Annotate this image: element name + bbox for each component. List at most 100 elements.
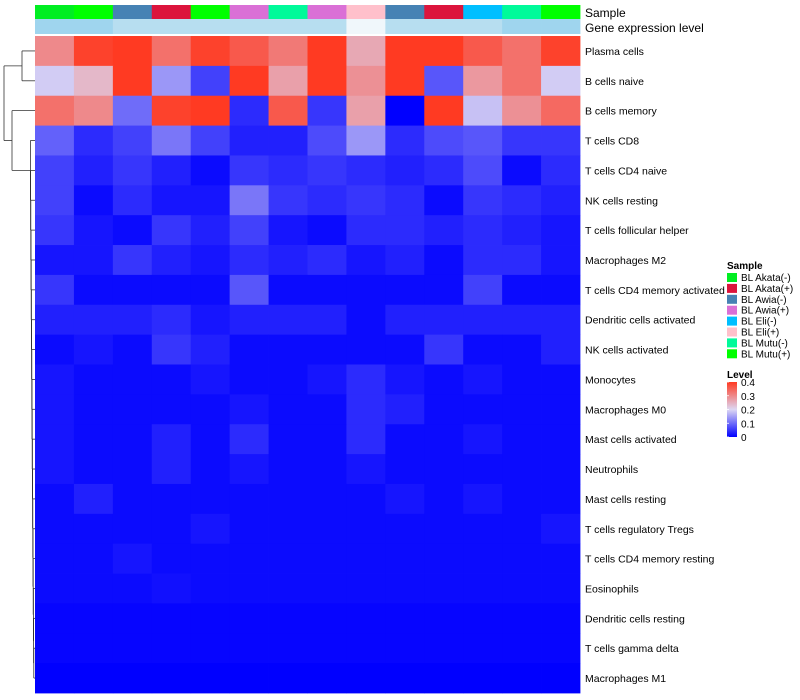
row-label: B cells memory	[585, 106, 658, 118]
heatmap-cell	[73, 454, 114, 485]
legend-sample-swatch	[727, 305, 737, 315]
legend-sample-swatch	[727, 294, 737, 304]
heatmap-cell	[190, 543, 231, 574]
sample-annotation-cell	[346, 5, 386, 19]
heatmap-cell	[346, 424, 386, 455]
heatmap-cell	[502, 155, 542, 186]
heatmap-cell	[502, 364, 542, 395]
legend-sample-swatch	[727, 338, 737, 348]
heatmap-cell	[502, 483, 542, 515]
heatmap-cell	[346, 155, 386, 186]
heatmap-cell	[112, 125, 153, 156]
heatmap-cell	[346, 573, 386, 604]
heatmap-cell	[463, 633, 503, 664]
heatmap-cell	[463, 663, 503, 694]
heatmap-cell	[112, 364, 153, 395]
heatmap-cell	[229, 245, 269, 276]
heatmap-cell	[541, 454, 581, 485]
heatmap-cell	[463, 245, 503, 276]
heatmap-cell	[190, 65, 231, 97]
heatmap-cell	[73, 185, 114, 216]
heatmap-cell	[385, 663, 425, 694]
heatmap-cell	[73, 424, 114, 455]
heatmap-cell	[307, 424, 347, 455]
heatmap-cell	[229, 483, 269, 515]
heatmap-cell	[229, 663, 269, 694]
heatmap-cell	[151, 274, 192, 306]
row-label: Monocytes	[585, 374, 636, 386]
row-label: Mast cells resting	[585, 494, 666, 506]
heatmap-cell	[268, 663, 308, 694]
heatmap-cell	[229, 215, 269, 246]
heatmap-cell	[268, 215, 308, 246]
heatmap-cell	[463, 95, 503, 126]
heatmap-cell	[190, 513, 231, 545]
heatmap-cell	[112, 155, 153, 186]
heatmap-cell	[463, 65, 503, 97]
heatmap-cell	[190, 95, 231, 126]
annotation-label-sample: Sample	[585, 6, 626, 20]
heatmap-cell	[346, 215, 386, 246]
heatmap-cell	[541, 95, 581, 126]
heatmap-cell	[190, 603, 231, 634]
heatmap-cell	[307, 513, 347, 545]
row-label: Neutrophils	[585, 464, 638, 476]
heatmap-cell	[424, 95, 464, 126]
heatmap-cell	[35, 394, 75, 425]
heatmap-cell	[307, 543, 347, 574]
heatmap-cell	[35, 304, 75, 336]
heatmap-cell	[424, 454, 464, 485]
heatmap-cell	[424, 603, 464, 634]
heatmap-cell	[541, 125, 581, 156]
gene-expression-annotation-cell	[112, 19, 153, 34]
heatmap-cell	[502, 65, 542, 97]
heatmap-cell	[463, 424, 503, 455]
legend-sample-label: BL Akata(-)	[741, 273, 791, 284]
heatmap-cell	[35, 125, 75, 156]
heatmap-cell	[35, 483, 75, 515]
legend-sample-swatch	[727, 273, 737, 282]
heatmap-cell	[502, 304, 542, 336]
heatmap-cell	[229, 185, 269, 216]
heatmap-cell	[151, 513, 192, 545]
heatmap-cell	[424, 274, 464, 306]
heatmap-cell	[346, 394, 386, 425]
legend-sample-swatch	[727, 316, 737, 326]
heatmap-cell	[73, 304, 114, 336]
heatmap-cell	[229, 274, 269, 306]
heatmap-cell	[541, 185, 581, 216]
heatmap-cell	[268, 125, 308, 156]
sample-annotation-cell	[112, 5, 153, 19]
row-label: T cells CD4 memory activated	[585, 285, 725, 297]
heatmap-cell	[112, 95, 153, 126]
heatmap-cell	[190, 125, 231, 156]
heatmap-cell	[424, 513, 464, 545]
heatmap-cell	[112, 65, 153, 97]
heatmap-cell	[541, 274, 581, 306]
heatmap-cell	[463, 36, 503, 67]
heatmap-cell	[346, 36, 386, 67]
sample-annotation-cell	[307, 5, 347, 19]
heatmap-cell	[190, 424, 231, 455]
heatmap-cell	[73, 663, 114, 694]
legend-level-tick-label: 0.2	[741, 406, 755, 417]
heatmap-cell	[190, 36, 231, 67]
legend-level-tick-label: 0.3	[741, 392, 755, 403]
heatmap-cell	[73, 95, 114, 126]
heatmap-cell	[502, 334, 542, 365]
heatmap-cell	[73, 483, 114, 515]
heatmap-cell	[190, 334, 231, 365]
heatmap-cell	[112, 513, 153, 545]
heatmap-cell	[307, 95, 347, 126]
heatmap-cell	[268, 185, 308, 216]
legend-sample-label: BL Mutu(-)	[741, 338, 788, 349]
heatmap-cell	[541, 543, 581, 574]
gene-expression-annotation-cell	[268, 19, 308, 34]
legend-level-tick-label: 0.1	[741, 419, 755, 430]
heatmap-cell	[35, 245, 75, 276]
heatmap-cell	[307, 483, 347, 515]
heatmap-cell	[307, 215, 347, 246]
heatmap-cell	[151, 364, 192, 395]
heatmap-cell	[385, 513, 425, 545]
heatmap-cell	[35, 334, 75, 365]
